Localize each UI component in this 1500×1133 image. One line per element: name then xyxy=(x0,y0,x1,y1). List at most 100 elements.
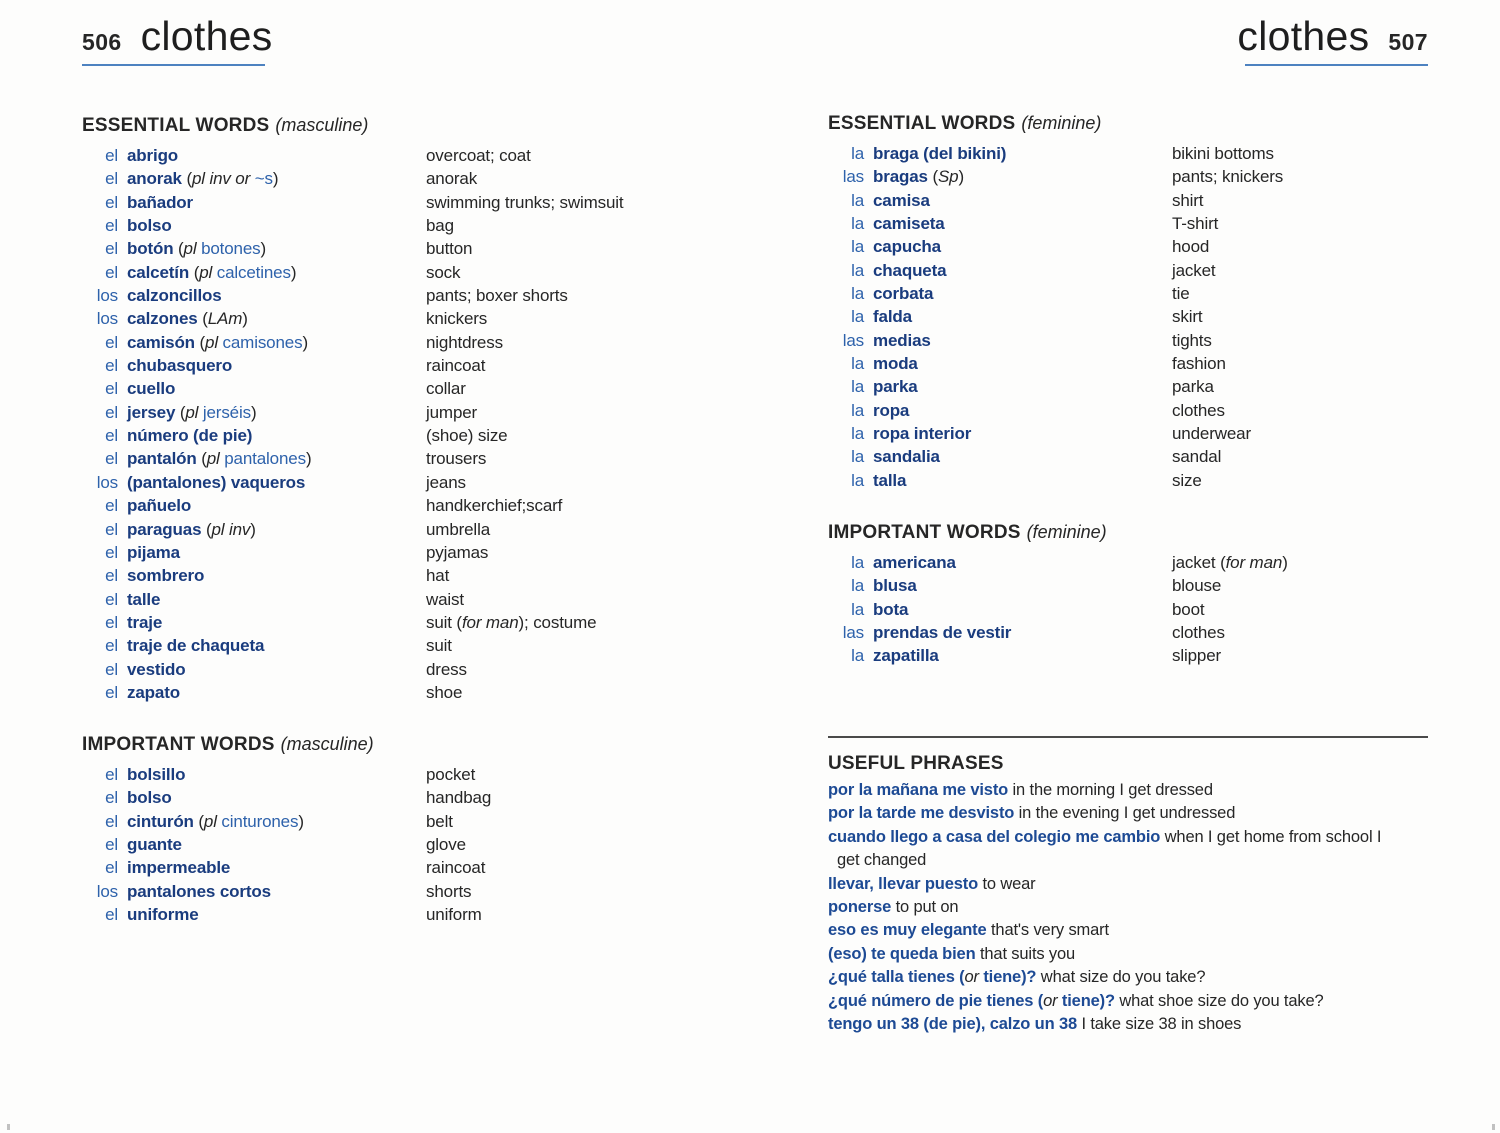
left-header-underline xyxy=(82,64,265,66)
entry-word: corbata xyxy=(873,284,934,304)
phrase-spanish: cuando llego a casa del colegio me cambi… xyxy=(828,827,1161,846)
entry-row: la corbata tie xyxy=(828,282,1283,305)
entry-row: el anorak (pl inv or ~s) anorak xyxy=(82,167,623,190)
entry-translation: umbrella xyxy=(426,519,490,539)
entry-article: los xyxy=(96,309,118,329)
phrase-row: por la mañana me visto in the morning I … xyxy=(828,779,1403,802)
entry-row: la sandalia sandal xyxy=(828,445,1283,468)
entry-word: pantalón (pl pantalones) xyxy=(127,449,312,469)
entry-row: el paraguas (pl inv) umbrella xyxy=(82,518,623,541)
entry-article: el xyxy=(105,216,118,236)
entry-word: traje xyxy=(127,612,163,632)
entry-word: traje de chaqueta xyxy=(127,636,265,656)
entry-row: el jersey (pl jerséis) jumper xyxy=(82,401,623,424)
entry-translation: pyjamas xyxy=(426,542,489,562)
entry-translation: handkerchief;scarf xyxy=(426,496,563,516)
entry-row: el camisón (pl camisones) nightdress xyxy=(82,331,623,354)
phrase-row: ¿qué talla tienes (or tiene)? what size … xyxy=(828,966,1403,989)
entry-article: el xyxy=(105,449,118,469)
entry-translation: glove xyxy=(426,835,466,855)
entry-row: el traje de chaqueta suit xyxy=(82,634,623,657)
entry-word: bolso xyxy=(127,788,172,808)
entry-word: blusa xyxy=(873,576,917,596)
entry-article: la xyxy=(851,400,864,420)
essential-feminine-list: la braga (del bikini) bikini bottoms las bra… xyxy=(828,142,1284,492)
entry-article: el xyxy=(105,192,118,212)
entry-row: la camiseta T-shirt xyxy=(828,212,1283,235)
phrase-english: to wear xyxy=(982,874,1036,893)
section-heading-label: ESSENTIAL WORDS xyxy=(82,115,270,136)
entry-translation: size xyxy=(1172,470,1202,490)
entry-article: la xyxy=(851,576,864,596)
entry-article: la xyxy=(851,377,864,397)
phrase-english: in the morning I get dressed xyxy=(1012,781,1213,799)
entry-word: vestido xyxy=(127,659,186,679)
entry-article: el xyxy=(105,169,118,189)
entry-word: braga (del bikini) xyxy=(873,144,1007,163)
section-heading-important-feminine: IMPORTANT WORDS (feminine) xyxy=(828,522,1107,544)
entry-row: la bota boot xyxy=(828,598,1288,621)
entry-word: impermeable xyxy=(127,858,231,878)
entry-row: el número (de pie) (shoe) size xyxy=(82,424,623,447)
entry-word: calzones (LAm) xyxy=(127,309,248,329)
entry-row: los (pantalones) vaqueros jeans xyxy=(82,471,623,494)
phrase-spanish: por la tarde me desvisto xyxy=(828,804,1015,823)
entry-article: el xyxy=(105,858,118,878)
phrases-divider-rule xyxy=(828,736,1428,738)
entry-article: la xyxy=(851,354,864,374)
entry-word: medias xyxy=(873,330,931,350)
entry-translation: shoe xyxy=(426,682,463,702)
section-heading-essential-masculine: ESSENTIAL WORDS (masculine) xyxy=(82,115,368,137)
entry-article: la xyxy=(851,447,864,467)
entry-row: los calzoncillos pants; boxer shorts xyxy=(82,284,623,307)
entry-word: talle xyxy=(127,589,161,609)
entry-row: la moda fashion xyxy=(828,352,1283,375)
entry-article: la xyxy=(851,190,864,210)
entry-translation: belt xyxy=(426,811,453,831)
useful-phrases-list: por la mañana me visto in the morning I … xyxy=(828,779,1403,1036)
entry-article: el xyxy=(105,426,118,446)
entry-article: el xyxy=(105,636,118,656)
entry-row: la chaqueta jacket xyxy=(828,259,1283,282)
entry-word: camisón (pl camisones) xyxy=(127,332,308,352)
entry-row: el cinturón (pl cinturones) belt xyxy=(82,810,491,833)
phrase-english: that suits you xyxy=(979,944,1076,963)
entry-word: pañuelo xyxy=(127,496,192,516)
right-page-title: clothes xyxy=(1237,13,1370,59)
entry-translation: suit xyxy=(426,636,452,656)
entry-row: el bolso bag xyxy=(82,214,623,237)
entry-translation: raincoat xyxy=(426,858,486,878)
entry-word: cuello xyxy=(127,379,176,399)
entry-translation: swimming trunks; swimsuit xyxy=(426,192,624,212)
entry-row: la zapatilla slipper xyxy=(828,644,1288,667)
entry-row: el pijama pyjamas xyxy=(82,541,623,564)
entry-row: las medias tights xyxy=(828,329,1283,352)
entry-word: sombrero xyxy=(127,566,205,586)
entry-word: uniforme xyxy=(127,905,199,925)
phrase-spanish: tengo un 38 (de pie), calzo un 38 xyxy=(828,1015,1078,1034)
entry-word: pijama xyxy=(127,542,180,562)
essential-masculine-list: el abrigo overcoat; coat el anorak (pl inv o… xyxy=(82,144,624,704)
entry-translation: T-shirt xyxy=(1172,214,1219,234)
entry-translation: raincoat xyxy=(426,356,486,376)
entry-translation: clothes xyxy=(1172,400,1225,420)
phrase-spanish: por la mañana me visto xyxy=(828,781,1009,799)
entry-word: sandalia xyxy=(873,447,940,467)
entry-article: la xyxy=(851,214,864,234)
entry-article: las xyxy=(842,330,864,350)
entry-article: la xyxy=(851,646,864,666)
entry-word: bragas (Sp) xyxy=(873,167,964,187)
phrase-english: I take size 38 in shoes xyxy=(1081,1015,1242,1034)
section-heading-useful-phrases: USEFUL PHRASES xyxy=(828,753,1004,775)
section-gender-note: (feminine) xyxy=(1021,113,1102,133)
section-gender-note: (feminine) xyxy=(1026,522,1107,542)
entry-translation: nightdress xyxy=(426,332,503,352)
entry-translation: shirt xyxy=(1172,190,1204,210)
entry-word: anorak (pl inv or ~s) xyxy=(127,169,279,189)
entry-translation: anorak xyxy=(426,169,478,189)
entry-word: zapatilla xyxy=(873,646,939,666)
entry-translation: tights xyxy=(1172,330,1212,350)
entry-article: la xyxy=(851,260,864,280)
entry-row: el talle waist xyxy=(82,588,623,611)
entry-article: las xyxy=(842,167,864,187)
